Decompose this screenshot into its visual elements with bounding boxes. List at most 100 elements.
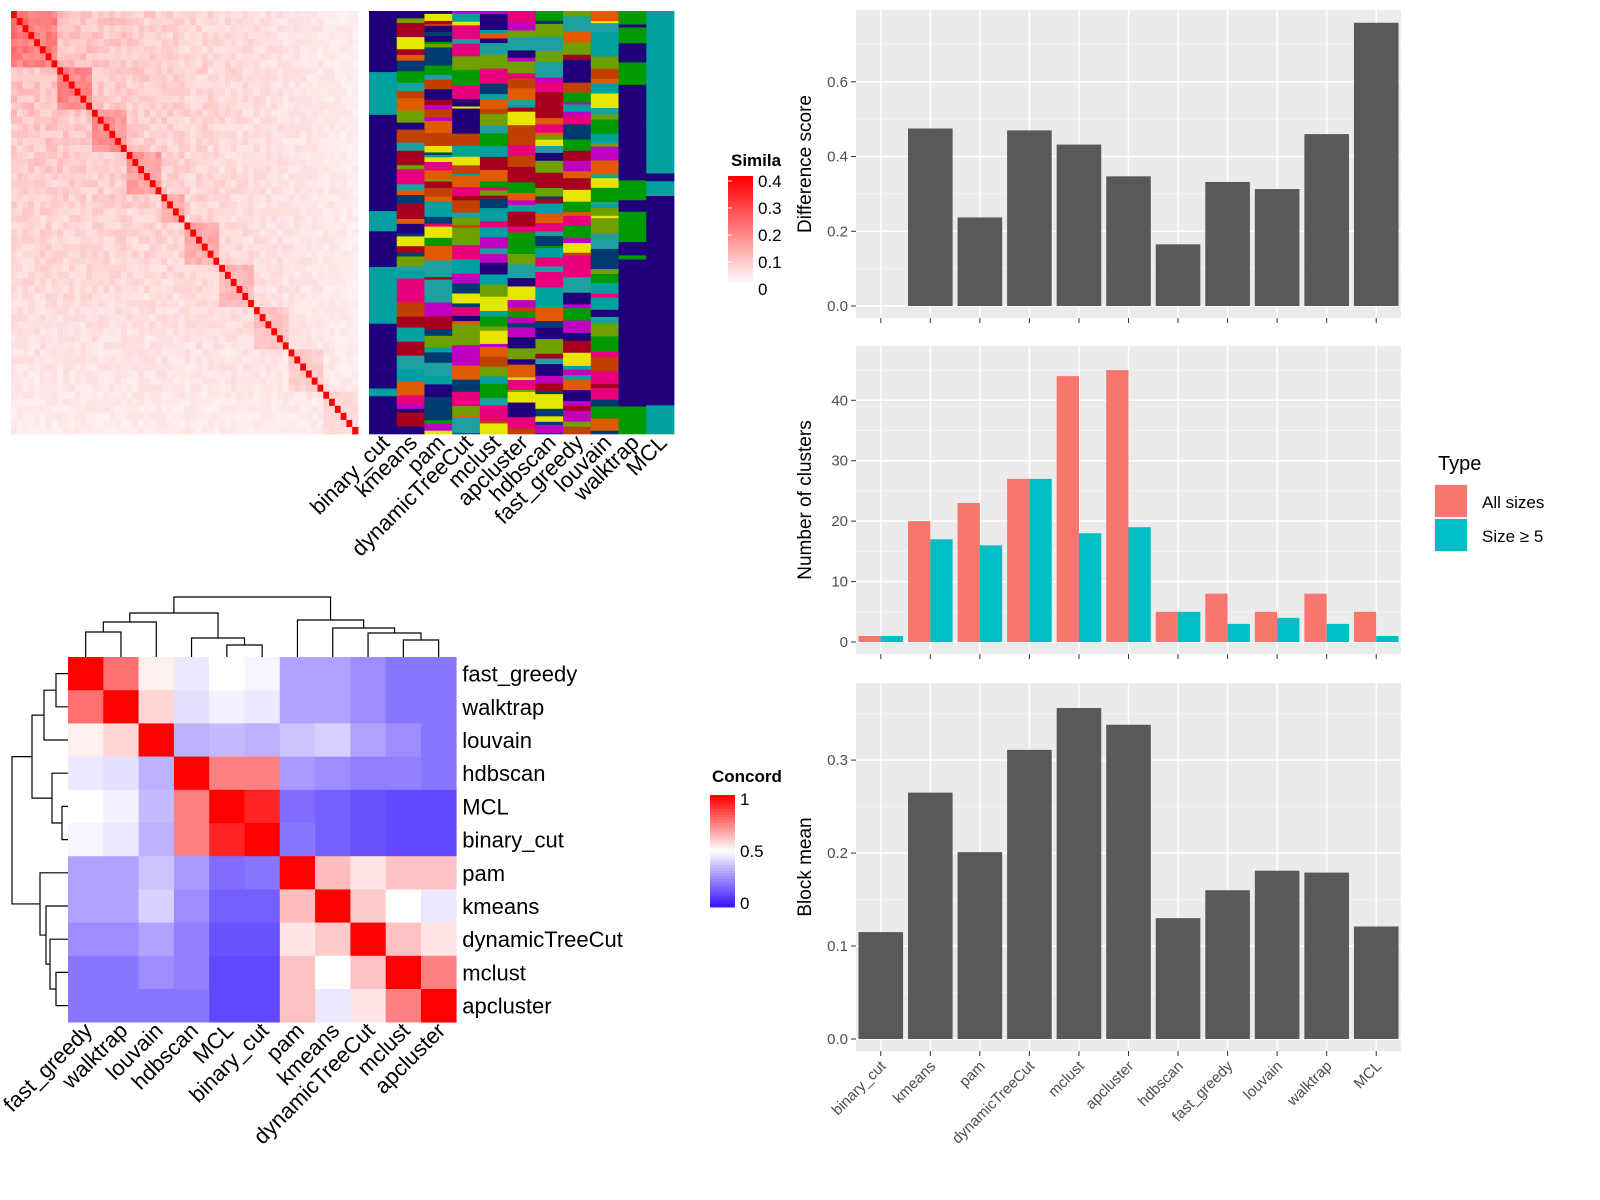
concordance-cell [350, 823, 386, 857]
similarity-cell [11, 166, 18, 174]
class-cell [424, 201, 453, 218]
similarity-cell [282, 426, 289, 435]
similarity-cell [132, 194, 139, 202]
similarity-cell [305, 159, 313, 167]
similarity-cell [178, 67, 185, 75]
similarity-cell [126, 46, 133, 54]
similarity-cell [207, 187, 214, 195]
cluster-class-matrix [369, 11, 675, 435]
similarity-cell [334, 32, 342, 40]
similarity-cell [149, 46, 156, 54]
similarity-cell [144, 314, 151, 322]
similarity-cell [63, 377, 70, 386]
similarity-cell [167, 46, 174, 54]
similarity-cell [80, 166, 87, 174]
similarity-cell [282, 88, 289, 96]
similarity-cell [271, 314, 278, 322]
similarity-cell [329, 328, 336, 336]
similarity-cell [138, 194, 145, 202]
concordance-cell [385, 756, 422, 791]
similarity-cell [300, 391, 307, 400]
similarity-cell [132, 201, 139, 209]
similarity-cell [334, 328, 342, 336]
similarity-cell [346, 39, 353, 47]
similarity-cell [11, 187, 18, 195]
class-cell [479, 376, 509, 385]
similarity-cell [172, 349, 180, 357]
similarity-cell [282, 377, 289, 386]
similarity-cell [277, 123, 284, 132]
similarity-cell [201, 32, 209, 40]
similarity-cell [224, 180, 232, 188]
class-cell [535, 135, 564, 141]
similarity-cell [196, 229, 203, 237]
similarity-cell [346, 342, 353, 350]
similarity-cell [288, 46, 295, 54]
class-cell [535, 266, 564, 273]
similarity-cell [236, 419, 243, 428]
similarity-cell [57, 173, 64, 181]
similarity-cell [34, 201, 41, 209]
similarity-cell [196, 391, 203, 400]
similarity-cell [277, 356, 284, 364]
similarity-cell [184, 137, 191, 146]
similarity-cell [346, 349, 353, 357]
similarity-cell [120, 180, 128, 188]
similarity-cell [68, 229, 76, 237]
similarity-cell [323, 377, 330, 386]
similarity-cell [265, 236, 272, 245]
similarity-cell [68, 46, 76, 54]
similarity-cell [317, 208, 324, 216]
similarity-cell [230, 356, 237, 364]
similarity-cell [230, 278, 237, 287]
similarity-cell [80, 18, 87, 26]
similarity-cell [317, 300, 324, 308]
similarity-cell [317, 46, 324, 54]
similarity-cell [184, 81, 191, 89]
similarity-cell [253, 370, 261, 378]
class-cell [507, 278, 536, 287]
similarity-cell [115, 321, 122, 329]
concordance-cell [315, 955, 351, 990]
similarity-cell [230, 130, 237, 139]
similarity-cell [352, 187, 359, 195]
similarity-cell [126, 95, 133, 104]
class-cell [396, 223, 425, 234]
similarity-cell [305, 187, 313, 195]
similarity-cell [323, 307, 330, 315]
similarity-cell [172, 201, 180, 209]
similarity-cell [213, 18, 220, 26]
similarity-cell [68, 109, 76, 118]
similarity-cell [311, 208, 318, 216]
similarity-cell [161, 123, 168, 132]
similarity-cell [288, 11, 295, 19]
similarity-cell [120, 159, 128, 167]
similarity-cell [28, 18, 35, 26]
similarity-cell [172, 243, 180, 252]
similarity-cell [149, 314, 156, 322]
y-tick-label: 0.0 [827, 1031, 848, 1048]
similarity-cell [34, 391, 41, 400]
similarity-cell [288, 300, 295, 308]
similarity-cell [161, 370, 168, 378]
similarity-cell [86, 187, 93, 195]
class-cell [535, 50, 564, 62]
similarity-cell [172, 257, 180, 266]
similarity-cell [196, 342, 203, 350]
similarity-legend-step [728, 264, 753, 268]
similarity-cell [259, 159, 266, 167]
similarity-cell [224, 39, 232, 47]
similarity-cell [329, 46, 336, 54]
similarity-cell [253, 67, 261, 75]
similarity-cell [282, 300, 289, 308]
similarity-cell [196, 60, 203, 68]
class-cell [563, 390, 592, 402]
similarity-cell [39, 201, 47, 209]
similarity-cell [219, 342, 226, 350]
similarity-cell [248, 74, 255, 82]
dendrogram-branch [45, 905, 68, 965]
similarity-cell [161, 271, 168, 280]
similarity-cell [103, 342, 110, 350]
similarity-cell [236, 307, 243, 315]
similarity-cell [196, 123, 203, 132]
